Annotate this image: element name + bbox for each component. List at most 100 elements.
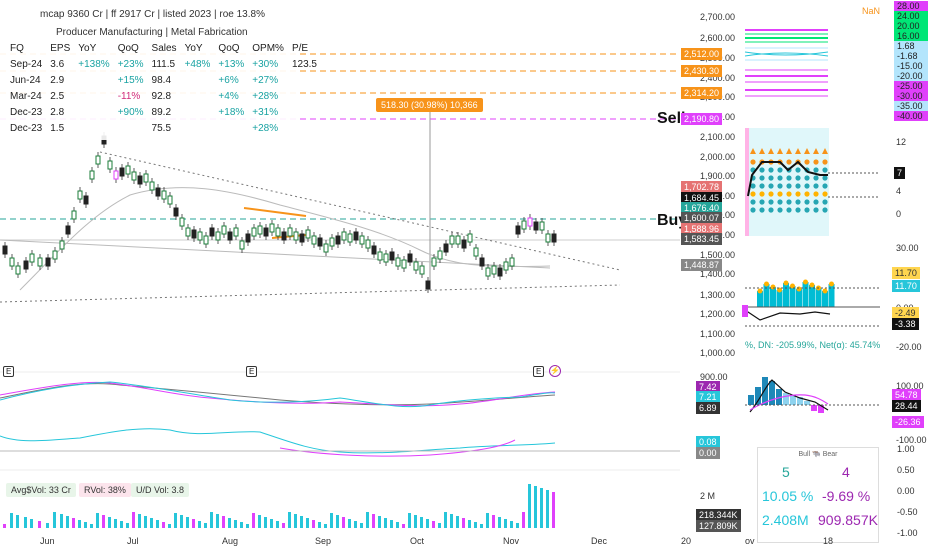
- cell: +90%: [117, 106, 144, 118]
- osc-tag: 0.08: [696, 436, 720, 448]
- dot: [804, 207, 810, 213]
- price-axis-label: 1,400.00: [700, 269, 736, 279]
- col-header: YoY: [78, 42, 97, 54]
- x-axis-label: 20: [681, 536, 692, 546]
- small-axis: 1.00: [897, 444, 915, 454]
- dot: [759, 175, 765, 181]
- cell: 2.9: [50, 74, 65, 86]
- dots-axis: 0: [896, 209, 902, 219]
- candle-body: [413, 261, 419, 271]
- cell: +31%: [252, 106, 279, 118]
- candle-body: [143, 173, 149, 183]
- flow-dot: [809, 282, 815, 288]
- dot: [813, 183, 819, 189]
- candle-body: [437, 250, 443, 260]
- cell: 1.5: [50, 122, 65, 134]
- flow-dot: [770, 284, 776, 290]
- dot: [786, 159, 792, 165]
- earnings-marker[interactable]: E: [246, 366, 258, 377]
- cell: [288, 120, 321, 136]
- candle-body: [497, 267, 503, 277]
- volume-bar: [24, 517, 27, 528]
- dot: [804, 175, 810, 181]
- right-x-label: ov: [745, 536, 755, 546]
- triangle-marker: [822, 148, 828, 154]
- trendline-upper: [99, 151, 621, 271]
- candle-body: [52, 250, 58, 260]
- triangle-marker: [750, 148, 756, 154]
- dot: [813, 191, 819, 197]
- dot: [804, 191, 810, 197]
- earnings-marker[interactable]: E: [533, 366, 545, 377]
- cell: +6%: [218, 74, 239, 86]
- candle-body: [485, 267, 491, 277]
- price-tag: 1,583.45: [681, 233, 723, 245]
- cell: 92.8: [151, 90, 172, 102]
- flow-bar: [757, 291, 763, 307]
- volume-bar: [324, 524, 327, 528]
- triangle-marker: [777, 148, 783, 154]
- price-axis-label: 2,100.00: [700, 132, 736, 142]
- volume-bar: [498, 517, 501, 528]
- col-header: Sales: [151, 42, 177, 54]
- candle-body: [83, 195, 89, 205]
- candle-body: [515, 225, 521, 235]
- candle-body: [251, 227, 257, 237]
- dot: [804, 183, 810, 189]
- price-tag: 2,430.30: [681, 65, 723, 77]
- cell: -11%: [117, 90, 141, 102]
- volume-bar: [390, 520, 393, 528]
- dot: [768, 207, 774, 213]
- legend-tag: 1.68: [894, 41, 928, 51]
- price-tag: 1,676.40: [681, 202, 723, 214]
- dot: [813, 175, 819, 181]
- candle-body: [323, 243, 329, 253]
- triangle-marker: [786, 148, 792, 154]
- cell: +30%: [252, 58, 279, 70]
- candle-body: [71, 210, 77, 220]
- dot: [777, 199, 783, 205]
- volume-bar: [38, 521, 41, 528]
- candle-body: [191, 229, 197, 239]
- momentum-bar: [755, 387, 761, 405]
- cell: [181, 72, 215, 88]
- legend-tag: 20.00: [894, 21, 928, 31]
- fundamentals-panel: mcap 9360 Cr | ff 2917 Cr | listed 2023 …: [0, 0, 317, 140]
- volume-bar: [53, 512, 56, 528]
- candle-body: [431, 257, 437, 267]
- cell: +13%: [218, 58, 245, 70]
- flow-tag: -3.38: [892, 318, 919, 330]
- small-axis: 0.50: [897, 465, 915, 475]
- flow-bars: [757, 279, 835, 307]
- volume-bar: [288, 512, 291, 528]
- candle-body: [533, 221, 539, 231]
- candle-body: [329, 237, 335, 247]
- price-tag: 1,600.07: [681, 212, 723, 224]
- lightning-icon[interactable]: ⚡: [549, 365, 561, 377]
- candle-body: [161, 190, 167, 200]
- volume-bar: [30, 519, 33, 528]
- flow-summary: %, DN: -205.99%, Net(α): 45.74%: [745, 340, 881, 350]
- flow-dot: [777, 287, 782, 293]
- price-axis-label: 2,000.00: [700, 152, 736, 162]
- flow-bar: [783, 283, 789, 307]
- dot: [804, 159, 810, 165]
- price-tag: 2,512.00: [681, 48, 723, 60]
- flow-bar: [822, 291, 828, 307]
- legend-tag: -1.68: [894, 51, 928, 61]
- dots-axis: 4: [896, 186, 902, 196]
- col-header: QoQ: [117, 42, 139, 54]
- volume-bar: [162, 522, 165, 528]
- dots-panel-bg: [747, 128, 829, 236]
- flow-dot: [796, 286, 802, 292]
- candle-body: [203, 235, 209, 245]
- candle-body: [299, 233, 305, 243]
- earnings-marker[interactable]: E: [3, 366, 15, 377]
- candle-body: [419, 265, 425, 275]
- col-header: YoY: [184, 42, 203, 54]
- candle-body: [365, 239, 371, 249]
- candle-body: [89, 170, 95, 180]
- volume-bar: [540, 488, 543, 528]
- candle-body: [311, 235, 317, 245]
